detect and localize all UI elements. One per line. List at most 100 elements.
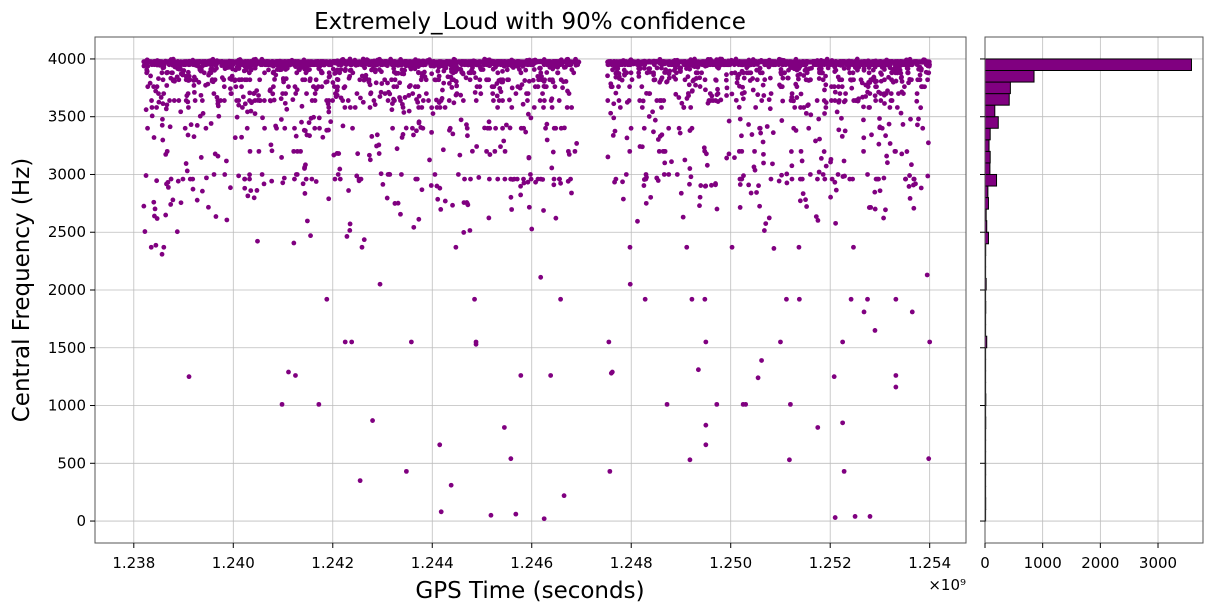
scatter-point — [814, 58, 820, 63]
scatter-point — [659, 132, 665, 138]
scatter-point — [513, 511, 519, 517]
scatter-point — [385, 98, 391, 103]
scatter-point — [667, 68, 673, 74]
scatter-point — [286, 369, 291, 375]
scatter-point — [925, 77, 930, 83]
scatter-point — [347, 105, 353, 110]
scatter-point — [839, 115, 844, 121]
scatter-point — [796, 76, 801, 82]
scatter-point — [551, 182, 557, 188]
scatter-point — [635, 58, 641, 64]
scatter-point — [882, 77, 887, 83]
scatter-point — [617, 105, 623, 110]
scatter-point — [788, 149, 794, 154]
scatter-point — [428, 183, 434, 188]
scatter-point — [170, 197, 176, 203]
scatter-point — [239, 134, 244, 140]
scatter-point — [917, 72, 923, 78]
scatter-point — [478, 65, 483, 71]
scatter-point — [342, 68, 348, 74]
scatter-point — [185, 99, 191, 105]
scatter-point — [568, 176, 573, 182]
scatter-point — [239, 84, 244, 90]
scatter-point — [528, 172, 533, 177]
scatter-point — [833, 220, 839, 226]
histogram-bar — [984, 139, 990, 152]
histogram-bar — [984, 127, 991, 141]
scatter-point — [718, 97, 724, 103]
scatter-point — [641, 177, 647, 182]
scatter-point — [703, 87, 708, 93]
scatter-point — [191, 134, 197, 140]
scatter-point — [222, 172, 228, 177]
scatter-point — [555, 70, 561, 76]
scatter-point — [676, 125, 682, 131]
scatter-point — [355, 151, 361, 157]
scatter-point — [761, 228, 767, 233]
scatter-point — [861, 148, 866, 154]
scatter-point — [831, 62, 837, 68]
scatter-point — [464, 62, 470, 68]
scatter-point — [839, 133, 845, 139]
scatter-point — [877, 116, 882, 121]
scatter-point — [760, 139, 766, 145]
scatter-point — [832, 69, 838, 74]
scatter-point — [861, 66, 867, 72]
scatter-point — [460, 98, 466, 103]
scatter-point — [410, 91, 416, 97]
scatter-point — [737, 182, 743, 187]
scatter-point — [687, 128, 693, 133]
scatter-point — [326, 74, 332, 80]
scatter-point — [232, 135, 238, 141]
scatter-point — [780, 98, 786, 104]
scatter-point — [671, 74, 677, 80]
scatter-point — [637, 98, 643, 103]
scatter-point — [541, 98, 547, 103]
scatter-point — [565, 56, 571, 62]
scatter-point — [247, 176, 252, 182]
scatter-point — [779, 118, 785, 123]
scatter-point — [867, 514, 873, 519]
scatter-point — [192, 98, 198, 103]
scatter-point — [196, 79, 202, 85]
scatter-point — [818, 155, 824, 161]
scatter-point — [914, 91, 920, 97]
scatter-point — [551, 176, 557, 182]
scatter-point — [216, 113, 222, 119]
scatter-point — [236, 173, 242, 179]
scatter-point — [841, 468, 847, 474]
scatter-point — [866, 105, 872, 110]
x-tick-label: 1.248 — [610, 554, 653, 572]
scatter-point — [234, 114, 240, 120]
scatter-point — [181, 68, 187, 73]
scatter-point — [538, 70, 544, 76]
scatter-point — [360, 56, 366, 62]
scatter-point — [337, 166, 343, 172]
scatter-point — [221, 84, 227, 90]
scatter-point — [846, 58, 852, 64]
scatter-point — [651, 72, 656, 78]
scatter-point — [558, 125, 564, 131]
scatter-point — [190, 62, 196, 68]
scatter-point — [382, 91, 388, 97]
scatter-point — [872, 206, 878, 212]
scatter-point — [213, 214, 219, 219]
scatter-point — [482, 56, 487, 62]
scatter-point — [639, 84, 645, 90]
scatter-point — [186, 58, 192, 64]
scatter-point — [509, 105, 515, 110]
scatter-point — [172, 78, 177, 84]
scatter-point — [796, 62, 802, 68]
scatter-point — [204, 175, 209, 181]
scatter-point — [822, 61, 827, 67]
scatter-axes: 1.238 1.240 1.242 1.244 1.246 1.248 1.250 1.252… — [48, 50, 951, 572]
scatter-point — [729, 244, 735, 250]
scatter-point — [292, 176, 297, 182]
scatter-point — [425, 58, 430, 63]
scatter-point — [438, 206, 444, 212]
scatter-point — [850, 70, 856, 76]
scatter-point — [674, 172, 680, 177]
scatter-point — [418, 77, 424, 83]
scatter-point — [925, 173, 931, 179]
scatter-point — [909, 162, 914, 168]
